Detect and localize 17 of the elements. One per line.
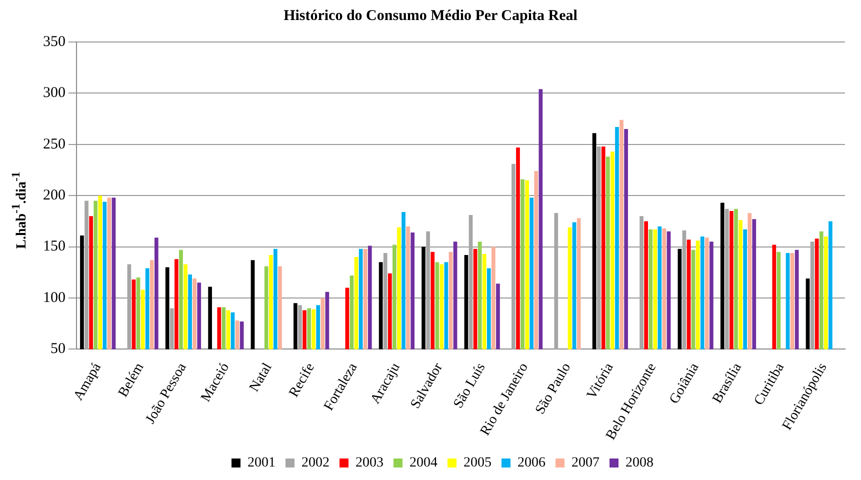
legend-label: 2002 bbox=[302, 456, 330, 471]
x-tick-label: São Luís bbox=[451, 360, 489, 411]
y-tick-label: 50 bbox=[50, 341, 66, 358]
y-tick-label: 350 bbox=[43, 34, 66, 50]
y-tick-label: 250 bbox=[43, 136, 66, 152]
y-tick-label: 100 bbox=[43, 290, 66, 306]
y-tick-label: 200 bbox=[43, 188, 66, 204]
legend-label: 2005 bbox=[464, 456, 492, 471]
legend-label: 2008 bbox=[626, 456, 654, 471]
y-tick-label: 150 bbox=[43, 238, 66, 255]
legend-label: 2006 bbox=[518, 456, 546, 471]
legend-label: 2004 bbox=[410, 456, 438, 471]
chart-title: Histórico do Consumo Médio Per Capita Real bbox=[282, 8, 578, 25]
y-tick-label: 300 bbox=[43, 85, 66, 102]
legend-label: 2003 bbox=[356, 456, 384, 471]
legend-label: 2001 bbox=[248, 456, 276, 471]
legend-label: 2007 bbox=[572, 456, 600, 471]
